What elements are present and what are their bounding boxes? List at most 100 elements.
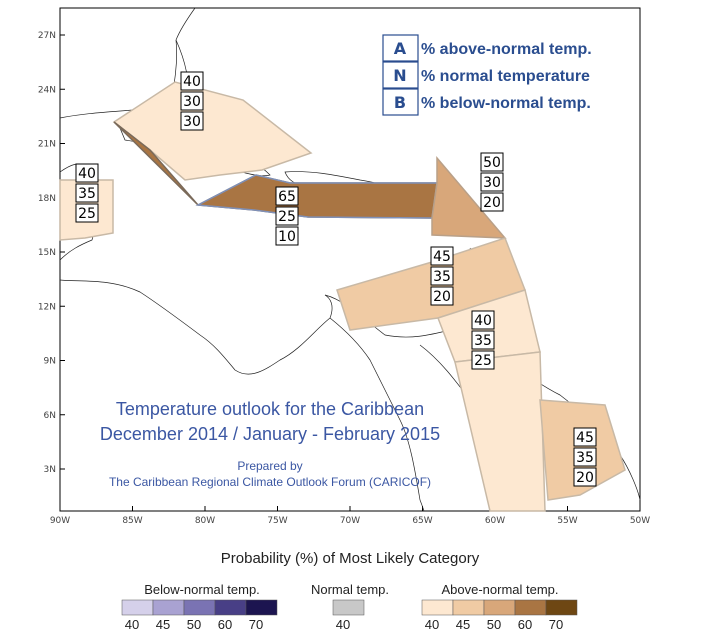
prob-value: 45	[433, 249, 451, 265]
lat-tick-label: 12N	[38, 302, 56, 312]
prob-value: 10	[278, 229, 296, 245]
below-swatch	[121, 599, 154, 616]
lon-tick-label: 80W	[195, 516, 215, 526]
prob-cell	[75, 203, 99, 223]
key-b: B	[394, 93, 406, 112]
prob-box-suriname: 45 35 20	[573, 427, 597, 487]
prob-value: 20	[576, 470, 594, 486]
prob-value: 20	[433, 289, 451, 305]
prob-value: 30	[483, 175, 501, 191]
prob-value: 40	[474, 313, 492, 329]
lon-tick-label: 60W	[485, 516, 505, 526]
lon-tick-label: 70W	[340, 516, 360, 526]
normal-swatch	[332, 599, 365, 616]
prob-box-leeward: 50 30 20	[480, 152, 504, 212]
prob-value: 35	[474, 333, 492, 349]
prob-cell	[471, 350, 495, 370]
outlook-regions	[59, 81, 626, 512]
outlook-title-line1: Temperature outlook for the Caribbean	[116, 399, 424, 419]
prob-cell	[573, 467, 597, 487]
above-swatch	[483, 599, 516, 616]
colombia-border	[329, 317, 425, 512]
prob-value: 20	[483, 195, 501, 211]
below-swatch	[152, 599, 185, 616]
lon-tick-label: 55W	[557, 516, 577, 526]
normal-label: 40	[336, 617, 350, 632]
below-swatch	[183, 599, 216, 616]
prob-box-belize: 40 35 25	[75, 163, 99, 223]
normal-caption: Normal temp.	[311, 582, 389, 597]
prob-cell	[275, 226, 299, 246]
below-caption: Below-normal temp.	[144, 582, 260, 597]
above-swatch	[421, 599, 454, 616]
prob-cell	[430, 266, 454, 286]
prob-cell	[180, 111, 204, 131]
lon-tick-label: 50W	[630, 516, 650, 526]
lat-tick-label: 3N	[44, 465, 56, 475]
key-box-b	[382, 88, 419, 116]
prob-value: 35	[78, 186, 96, 202]
prob-cell	[275, 206, 299, 226]
prob-value: 40	[78, 166, 96, 182]
lat-tick-label: 15N	[38, 248, 56, 258]
prob-cell	[573, 447, 597, 467]
outlook-title-line2: December 2014 / January - February 2015	[100, 424, 440, 444]
below-swatch	[214, 599, 247, 616]
lon-tick-label: 90W	[50, 516, 70, 526]
prob-cell	[180, 91, 204, 111]
central-america-coast	[59, 279, 333, 375]
prob-box-guyana: 40 35 25	[471, 310, 495, 370]
lon-tick-label: 75W	[267, 516, 287, 526]
prob-value: 45	[576, 430, 594, 446]
prob-box-bahamas: 40 30 30	[180, 71, 204, 131]
lat-tick-label: 6N	[44, 411, 56, 421]
lat-tick-label: 24N	[38, 85, 56, 95]
key-n-desc: % normal temperature	[421, 68, 590, 85]
key-a: A	[394, 39, 407, 58]
below-swatch	[245, 599, 278, 616]
prob-value: 25	[78, 206, 96, 222]
prob-cell	[480, 172, 504, 192]
prob-value: 25	[278, 209, 296, 225]
prob-cell	[75, 183, 99, 203]
above-swatch	[514, 599, 547, 616]
prob-value: 30	[183, 114, 201, 130]
key-box-a	[382, 34, 419, 62]
prob-cell	[480, 192, 504, 212]
key-legend: A N B % above-normal temp. % normal temp…	[382, 34, 592, 116]
region-venezuela-south	[454, 351, 546, 512]
lon-tick-label: 65W	[412, 516, 432, 526]
prob-value: 65	[278, 189, 296, 205]
lat-tick-label: 27N	[38, 31, 56, 41]
prob-cell	[75, 163, 99, 183]
latitude-ticks: 27N 24N 21N 18N 15N 12N 9N 6N 3N	[38, 31, 65, 475]
key-a-desc: % above-normal temp.	[421, 41, 592, 58]
lon-tick-label: 85W	[122, 516, 142, 526]
prob-box-windward: 45 35 20	[430, 246, 454, 306]
prob-cell	[573, 427, 597, 447]
prob-cell	[480, 152, 504, 172]
above-caption: Above-normal temp.	[441, 582, 558, 597]
above-label: 40	[425, 617, 439, 632]
prob-cell	[430, 286, 454, 306]
below-label: 50	[187, 617, 201, 632]
prob-cell	[430, 246, 454, 266]
scale-title: Probability (%) of Most Likely Category	[221, 550, 480, 567]
below-label: 45	[156, 617, 170, 632]
prob-cell	[275, 186, 299, 206]
below-label: 60	[218, 617, 232, 632]
prob-cell	[471, 330, 495, 350]
prob-value: 40	[183, 74, 201, 90]
region-leeward	[431, 155, 507, 239]
above-swatch	[452, 599, 485, 616]
prob-value: 35	[433, 269, 451, 285]
prepared-by: Prepared by	[237, 459, 302, 473]
prob-cell	[471, 310, 495, 330]
above-label: 50	[487, 617, 501, 632]
prob-value: 30	[183, 94, 201, 110]
lat-tick-label: 18N	[38, 194, 56, 204]
key-b-desc: % below-normal temp.	[421, 95, 591, 112]
lat-tick-label: 9N	[44, 357, 56, 367]
lat-tick-label: 21N	[38, 140, 56, 150]
